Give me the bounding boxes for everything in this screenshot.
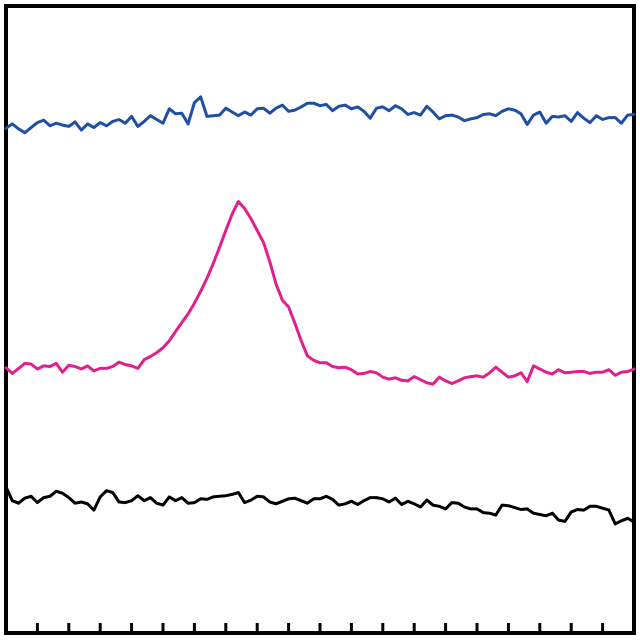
series-line-3 <box>4 485 636 526</box>
plot-border <box>4 4 636 635</box>
series-line-1 <box>4 95 636 135</box>
plot-frame <box>4 4 636 635</box>
series-layer <box>4 95 636 526</box>
x-axis-ticks <box>35 623 605 633</box>
series-line-2 <box>4 200 636 386</box>
